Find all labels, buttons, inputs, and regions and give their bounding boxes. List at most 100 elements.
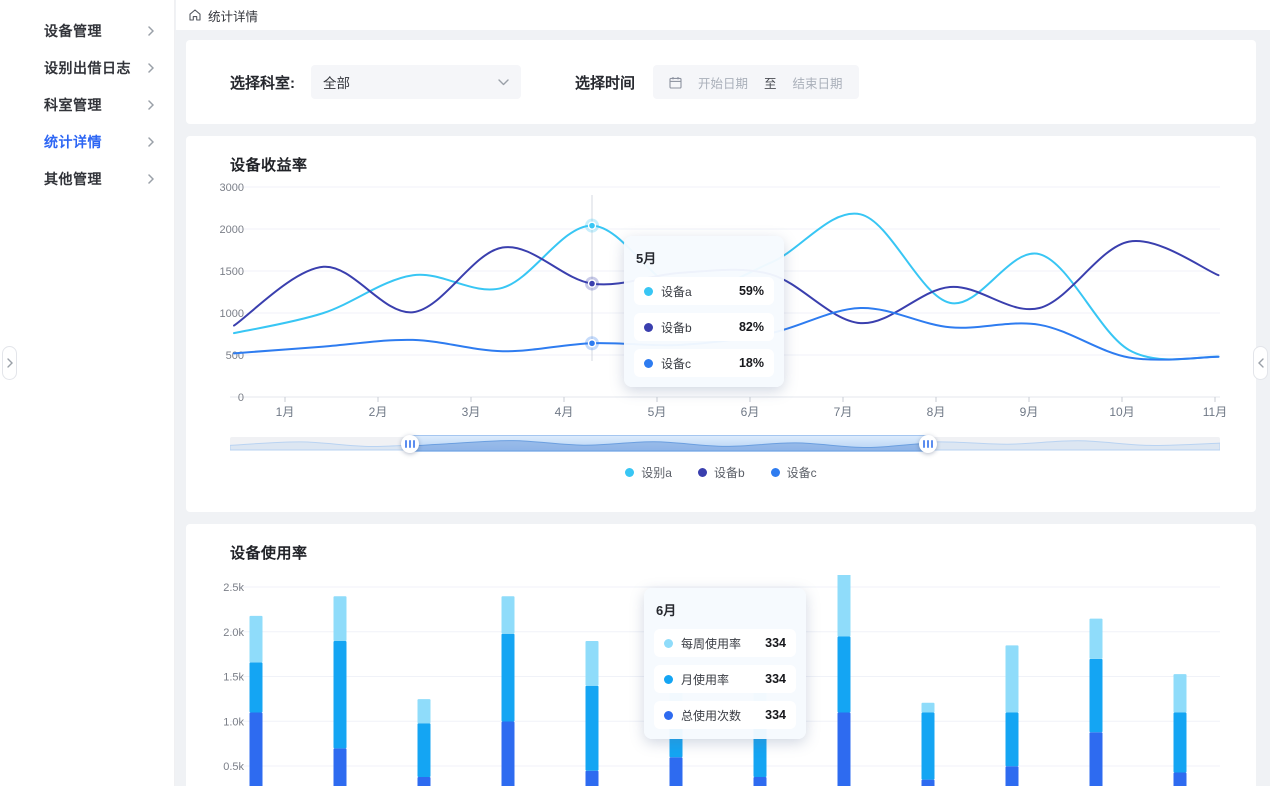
bar-segment[interactable] [1005,712,1019,767]
sidebar-item-label: 设别出借日志 [44,59,131,76]
sidebar-item[interactable]: 设别出借日志 [0,49,174,86]
bar-segment[interactable] [837,636,851,713]
chevron-right-icon [148,99,154,110]
hover-point [587,339,597,348]
bar-segment[interactable] [249,662,263,713]
x-axis-tick-label: 6月 [741,405,760,419]
bar-segment[interactable] [921,712,935,780]
panel-collapse-button[interactable] [1253,346,1268,380]
bar-segment[interactable] [249,615,263,663]
bar-segment[interactable] [249,712,263,786]
sidebar-expand-button[interactable] [2,346,17,380]
datazoom-slider[interactable] [230,434,1220,453]
sidebar-item-label: 科室管理 [44,96,102,113]
date-start-input[interactable]: 开始日期 [698,76,749,91]
tooltip-series-value: 59% [738,284,764,298]
grip-lines-icon [405,439,408,448]
bar-segment[interactable] [501,721,515,786]
datazoom-selected-range[interactable] [410,435,928,452]
grip-lines-icon [922,439,925,448]
datazoom-selected-wave [410,440,928,451]
bar-segment[interactable] [585,685,599,771]
bar-segment[interactable] [417,776,431,786]
legend-item[interactable]: 设别a [625,464,672,481]
bar-segment[interactable] [837,712,851,786]
sidebar-item-label: 统计详情 [44,133,102,150]
legend-dot [625,468,635,477]
department-select[interactable]: 全部 [311,65,521,99]
bar-segment[interactable] [501,596,515,634]
chevron-right-icon [148,173,154,184]
y-axis-tick-label: 2.5k [223,582,244,594]
x-axis-tick-label: 4月 [555,405,574,419]
bar-segment[interactable] [837,575,851,637]
x-axis-tick-label: 8月 [927,405,946,419]
bar-segment[interactable] [1089,658,1103,733]
tooltip-series-value: 334 [765,672,786,686]
datazoom-handle-left[interactable] [401,434,420,453]
bar-segment[interactable] [1005,766,1019,786]
sidebar-item-label: 其他管理 [44,170,102,187]
grip-lines-icon [409,439,412,448]
legend-label: 设别a [641,466,672,480]
chevron-right-icon [148,25,154,36]
x-axis-tick-label: 10月 [1109,405,1134,419]
bar-segment[interactable] [1089,732,1103,786]
bar-segment[interactable] [1005,645,1019,713]
y-axis-tick-label: 0 [238,392,244,404]
y-axis-tick-label: 1.0k [223,716,244,728]
sidebar-item[interactable]: 科室管理 [0,86,174,123]
tooltip-series-name: 设备b [661,320,692,335]
tooltip-title: 5月 [636,251,657,266]
tooltip-title: 6月 [656,603,677,618]
breadcrumb: 统计详情 [176,0,1270,30]
home-icon [189,9,201,21]
legend-dot [770,468,780,477]
bar-segment[interactable] [1173,712,1187,773]
bar-segment[interactable] [921,702,935,713]
tooltip-row: 设备b 82% [634,313,774,341]
tooltip-row: 每周使用率 334 [654,629,796,657]
bar-segment[interactable] [1089,618,1103,659]
bar-segment[interactable] [585,640,599,686]
hover-point [587,221,597,230]
bar-segment[interactable] [585,770,599,786]
x-axis-tick-label: 2月 [369,405,388,419]
series-dot [664,638,673,648]
hover-point [587,279,597,288]
grip-lines-icon [930,439,933,448]
bar-segment[interactable] [333,748,347,786]
chevron-right-icon [148,136,154,147]
sidebar-item[interactable]: 设备管理 [0,12,174,49]
tooltip-series-name: 设备a [661,284,692,299]
chevron-right-icon [6,358,13,368]
bar-segment[interactable] [669,757,683,786]
date-range-picker[interactable]: 开始日期 至 结束日期 [653,65,859,99]
bar-segment[interactable] [417,699,431,724]
bar-segment[interactable] [417,723,431,777]
date-end-input[interactable]: 结束日期 [792,76,843,91]
sidebar-item[interactable]: 其他管理 [0,160,174,197]
legend-item[interactable]: 设备c [770,464,817,481]
bar-segment[interactable] [921,779,935,786]
bar-segment[interactable] [501,633,515,722]
sidebar-item[interactable]: 统计详情 [0,123,174,160]
bar-segment[interactable] [333,596,347,641]
bar-segment[interactable] [1173,674,1187,713]
legend-item[interactable]: 设备b [697,464,745,481]
bar-segment[interactable] [753,776,767,786]
bar-segment[interactable] [1173,772,1187,786]
y-axis-tick-label: 2000 [220,224,244,236]
series-dot [664,710,673,720]
x-axis-tick-label: 9月 [1020,405,1039,419]
bar-segment[interactable] [333,640,347,749]
chart-legend: 设别a 设备b 设备c [186,464,1256,481]
datazoom-handle-right[interactable] [918,434,937,453]
sidebar: 设备管理设别出借日志 科室管理统计详情其他管理 [0,0,175,786]
y-axis-tick-label: 2.0k [223,627,244,639]
department-filter-label: 选择科室: [230,74,295,92]
series-dot [664,674,673,684]
legend-label: 设备c [786,466,817,480]
series-dot [644,286,653,296]
time-filter-label: 选择时间 [575,74,636,92]
